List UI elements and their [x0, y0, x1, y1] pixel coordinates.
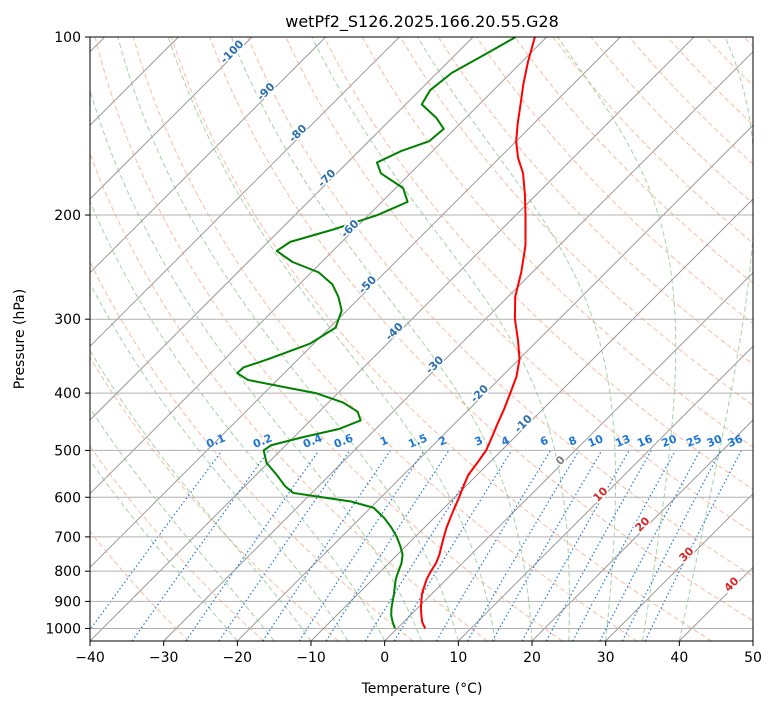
y-tick-label: 300 — [54, 312, 81, 328]
x-tick-label: 10 — [449, 650, 467, 666]
x-tick-label: 20 — [523, 650, 541, 666]
dry-adiabat-line — [90, 260, 414, 641]
mixing-ratio-label: 1 — [378, 434, 390, 449]
isotherm-line — [90, 37, 695, 641]
dry-adiabat-line — [399, 37, 753, 407]
y-tick-label: 500 — [54, 443, 81, 459]
isotherm-line — [457, 345, 753, 641]
moist-adiabat-line — [117, 37, 459, 641]
dry-adiabat-line — [90, 356, 339, 641]
moist-adiabat-lines — [90, 37, 753, 641]
dry-adiabat-line — [514, 37, 753, 284]
x-tick-label: 30 — [597, 650, 615, 666]
isotherm-line — [605, 492, 753, 641]
mixing-ratio-label: 16 — [635, 432, 654, 450]
isotherm-line — [236, 124, 753, 641]
mixing-ratio-line — [298, 450, 425, 641]
mixing-ratio-label: 10 — [586, 432, 605, 450]
dry-adiabat-line — [209, 37, 753, 622]
moist-adiabat-line — [90, 199, 386, 641]
mixing-ratio-label: 25 — [684, 432, 703, 450]
isotherm-line — [90, 37, 548, 495]
mixing-ratio-line — [644, 450, 743, 641]
mixing-ratio-label: 36 — [726, 432, 745, 450]
dry-adiabat-line — [90, 152, 488, 641]
x-tick-label: −10 — [296, 650, 326, 666]
mixing-ratio-line — [325, 450, 450, 641]
isotherm-line — [90, 37, 253, 200]
x-tick-label: 0 — [380, 650, 389, 666]
x-tick-label: 50 — [744, 650, 762, 666]
y-tick-label: 100 — [54, 30, 81, 46]
y-axis-label: Pressure (hPa) — [12, 289, 28, 389]
dry-adiabat-line — [90, 530, 190, 641]
isotherm-line — [163, 50, 753, 641]
mixing-ratio-label: 20 — [660, 432, 679, 450]
mixing-ratio-line — [545, 450, 652, 641]
y-tick-label: 600 — [54, 490, 81, 506]
isotherm-line — [384, 271, 753, 641]
moist-adiabat-line — [678, 37, 753, 641]
dry-adiabat-line — [132, 37, 638, 641]
mixing-ratio-line — [521, 450, 630, 641]
moist-adiabat-line — [167, 37, 496, 641]
mixing-ratio-line — [262, 450, 391, 641]
sounding-profiles — [236, 37, 536, 629]
mixing-ratio-line — [572, 450, 677, 641]
dry-adiabat-line — [247, 37, 753, 577]
moist-adiabat-line — [557, 37, 677, 641]
dewpoint-profile-line — [236, 37, 517, 629]
moist-adiabat-line — [230, 37, 533, 641]
mixing-ratio-label: 8 — [567, 434, 579, 449]
y-tick-label: 1000 — [45, 621, 81, 637]
plot-frame — [89, 36, 754, 642]
mixing-ratio-line — [218, 450, 351, 641]
mixing-ratio-line — [90, 450, 223, 631]
mixing-ratio-line — [185, 450, 320, 641]
chart-title: wetPf2_S126.2025.166.20.55.G28 — [285, 12, 559, 32]
mixing-ratio-line — [393, 450, 513, 641]
isotherm-line — [90, 37, 327, 274]
moist-adiabat-line — [90, 459, 238, 641]
isotherm-line — [90, 37, 474, 421]
pressure-grid — [90, 37, 753, 629]
moist-adiabat-line — [90, 282, 349, 641]
isotherm-line — [531, 419, 753, 641]
moist-adiabat-line — [90, 349, 312, 641]
temperature-profile-line — [419, 37, 536, 629]
dry-adiabat-line — [90, 445, 264, 641]
x-tick-label: −40 — [75, 650, 105, 666]
x-tick-label: −30 — [149, 650, 179, 666]
y-tick-label: 700 — [54, 530, 81, 546]
mixing-ratio-label: 3 — [473, 434, 485, 449]
y-tick-label: 900 — [54, 594, 81, 610]
y-tick-label: 400 — [54, 386, 81, 402]
mixing-ratio-line — [131, 450, 270, 641]
dry-adiabat-line — [438, 37, 753, 365]
dry-adiabat-lines — [90, 37, 753, 641]
y-axis: 1000 900 800 700 600 500 400 300 200 100 — [45, 30, 90, 637]
moist-adiabat-line — [90, 407, 275, 641]
x-tick-label: 40 — [670, 650, 688, 666]
dry-adiabat-line — [94, 37, 563, 641]
y-tick-label: 200 — [54, 208, 81, 224]
mixing-ratio-label: 30 — [705, 432, 724, 450]
moist-adiabat-line — [311, 37, 570, 641]
x-axis-label: Temperature (°C) — [361, 681, 483, 697]
y-tick-label: 800 — [54, 564, 81, 580]
isotherm-line — [90, 37, 400, 348]
mixing-ratio-lines — [90, 450, 743, 641]
dry-adiabat-line — [170, 37, 712, 641]
x-tick-label: −20 — [223, 650, 253, 666]
mixing-ratio-label: 2 — [437, 434, 449, 449]
dry-adiabat-line — [323, 37, 753, 491]
moist-adiabat-line — [417, 37, 617, 641]
x-axis: −40 −30 −20 −10 0 10 20 30 40 50 — [75, 641, 762, 666]
mixing-ratio-line — [621, 450, 722, 641]
mixing-ratio-label: 13 — [613, 432, 632, 450]
